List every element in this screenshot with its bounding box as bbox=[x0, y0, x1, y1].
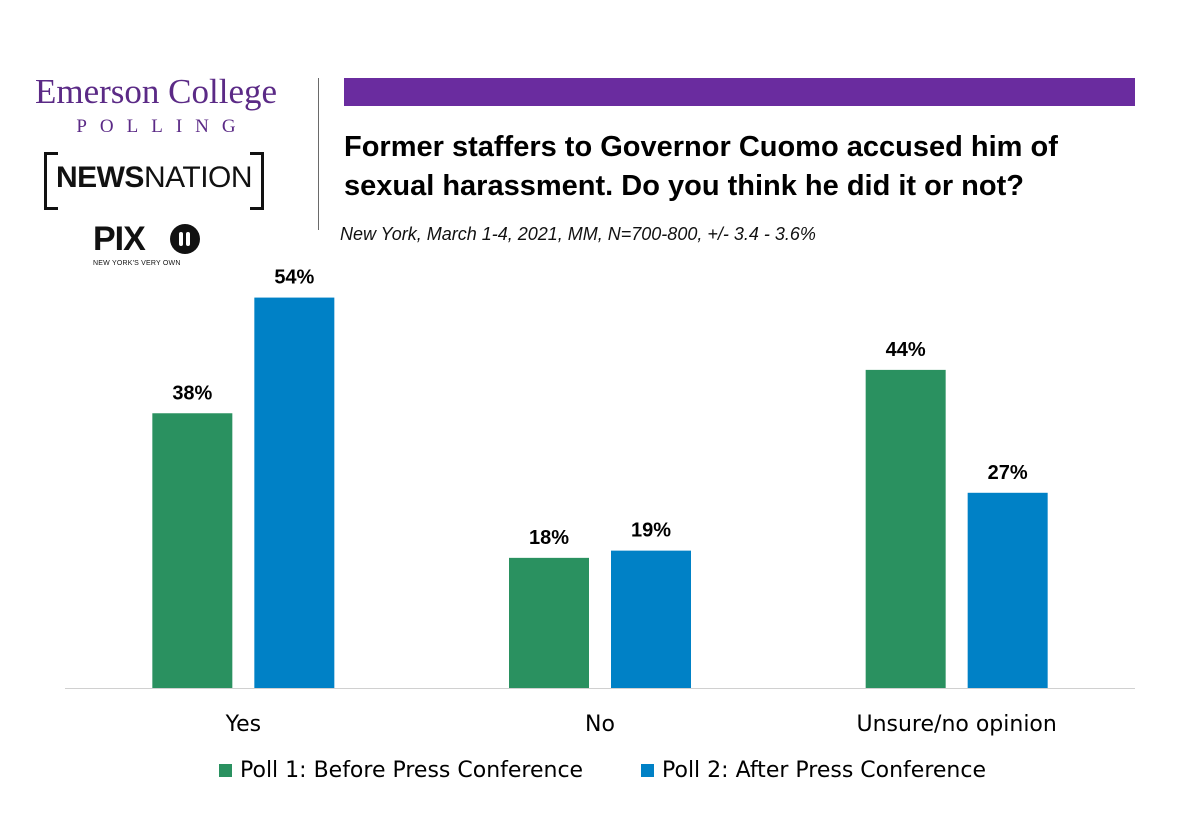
newsnation-left-bracket bbox=[44, 152, 58, 210]
newsnation-light-text: NATION bbox=[143, 161, 253, 194]
legend-label-poll1: Poll 1: Before Press Conference bbox=[240, 757, 584, 783]
pix-tagline: NEW YORK'S VERY OWN bbox=[93, 260, 181, 267]
legend-item-poll1: Poll 1: Before Press Conference bbox=[219, 757, 583, 783]
header-divider bbox=[318, 78, 319, 230]
chart-subtitle: New York, March 1-4, 2021, MM, N=700-800… bbox=[340, 224, 816, 244]
pix-wordmark: PIX bbox=[93, 220, 146, 258]
category-label: Unsure/no opinion bbox=[856, 712, 1056, 737]
legend-label-poll2: Poll 2: After Press Conference bbox=[662, 757, 986, 783]
emerson-college-logo: Emerson College bbox=[34, 72, 278, 111]
data-label: 27% bbox=[988, 462, 1028, 484]
polling-logo-text: POLLING bbox=[76, 116, 249, 137]
bar-chart: 38% 54% Yes 18% 19% No 44% 27% Unsure/no opinion bbox=[65, 267, 1135, 737]
chart-title: Former staffers to Governor Cuomo accuse… bbox=[344, 131, 1058, 202]
bar-yes-series-2 bbox=[254, 297, 335, 688]
newsnation-bold-text: NEWS bbox=[55, 161, 145, 194]
category-label: Yes bbox=[225, 712, 262, 737]
newsnation-logo: NEWSNATION bbox=[44, 152, 264, 210]
pix-eleven-icon bbox=[170, 224, 200, 254]
legend-swatch-poll1 bbox=[219, 763, 232, 777]
bar-unsure-no-opinion-series-2 bbox=[967, 492, 1048, 688]
data-label: 44% bbox=[886, 339, 926, 361]
accent-bar bbox=[344, 78, 1135, 106]
pix11-logo: PIX NEW YORK'S VERY OWN bbox=[93, 222, 223, 272]
chart-legend: Poll 1: Before Press Conference Poll 2: … bbox=[0, 757, 1200, 783]
data-label: 18% bbox=[529, 527, 569, 549]
category-label: No bbox=[585, 712, 615, 737]
bar-unsure-no-opinion-series-1 bbox=[865, 369, 946, 688]
legend-item-poll2: Poll 2: After Press Conference bbox=[641, 757, 986, 783]
newsnation-right-bracket bbox=[250, 152, 264, 210]
data-label: 54% bbox=[274, 267, 314, 289]
bar-no-series-1 bbox=[509, 557, 589, 688]
bar-yes-series-1 bbox=[152, 413, 233, 688]
bar-no-series-2 bbox=[611, 550, 691, 688]
data-label: 38% bbox=[172, 382, 212, 404]
data-label: 19% bbox=[631, 520, 671, 542]
newsnation-wordmark: NEWSNATION bbox=[44, 161, 264, 195]
legend-swatch-poll2 bbox=[641, 763, 654, 777]
